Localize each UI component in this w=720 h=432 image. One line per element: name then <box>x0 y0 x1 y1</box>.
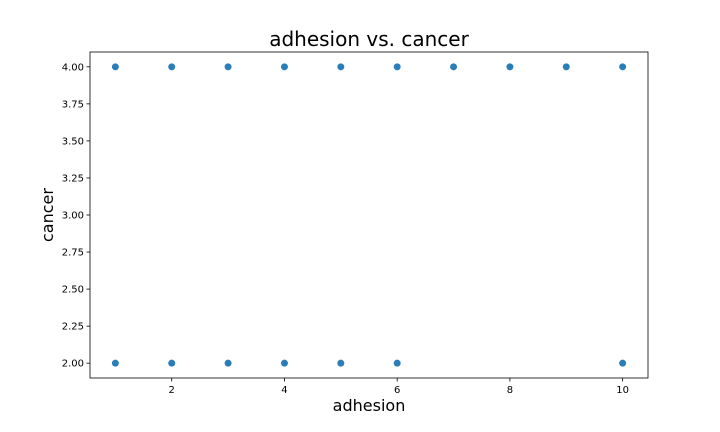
data-points <box>111 63 627 367</box>
scatter-point <box>562 63 570 71</box>
x-tick-label: 10 <box>616 385 629 396</box>
x-tick-label: 8 <box>507 385 513 396</box>
scatter-point <box>280 359 288 367</box>
scatter-point <box>168 63 176 71</box>
x-tick-label: 4 <box>281 385 287 396</box>
scatter-point <box>393 359 401 367</box>
scatter-point <box>506 63 514 71</box>
plot-area-frame <box>89 51 649 379</box>
y-tick-label: 2.00 <box>62 359 84 370</box>
scatter-point <box>111 63 119 71</box>
y-tick-label: 2.25 <box>62 322 84 333</box>
y-tick-label: 3.50 <box>62 136 84 147</box>
y-tick-label: 3.25 <box>62 173 84 184</box>
scatter-point <box>224 359 232 367</box>
scatter-point <box>280 63 288 71</box>
scatter-point <box>337 359 345 367</box>
chart-title: adhesion vs. cancer <box>269 27 469 51</box>
scatter-point <box>337 63 345 71</box>
scatter-point <box>619 359 627 367</box>
x-axis-title: adhesion <box>333 396 406 415</box>
x-axis-ticks: 2 4 6 8 10 <box>169 378 629 396</box>
y-tick-label: 4.00 <box>62 62 84 73</box>
x-tick-label: 2 <box>169 385 175 396</box>
scatter-point <box>168 359 176 367</box>
scatter-point <box>393 63 401 71</box>
y-axis-title: cancer <box>38 188 57 242</box>
scatter-point <box>450 63 458 71</box>
scatter-point <box>619 63 627 71</box>
scatter-point <box>111 359 119 367</box>
x-tick-label: 6 <box>394 385 400 396</box>
y-axis-ticks: 2.00 2.25 2.50 2.75 3.00 3.25 3.50 3.75 4.00 <box>62 62 90 370</box>
y-tick-label: 2.50 <box>62 285 84 296</box>
scatter-point <box>224 63 232 71</box>
y-tick-label: 3.75 <box>62 99 84 110</box>
y-tick-label: 2.75 <box>62 248 84 259</box>
y-tick-label: 3.00 <box>62 211 84 222</box>
